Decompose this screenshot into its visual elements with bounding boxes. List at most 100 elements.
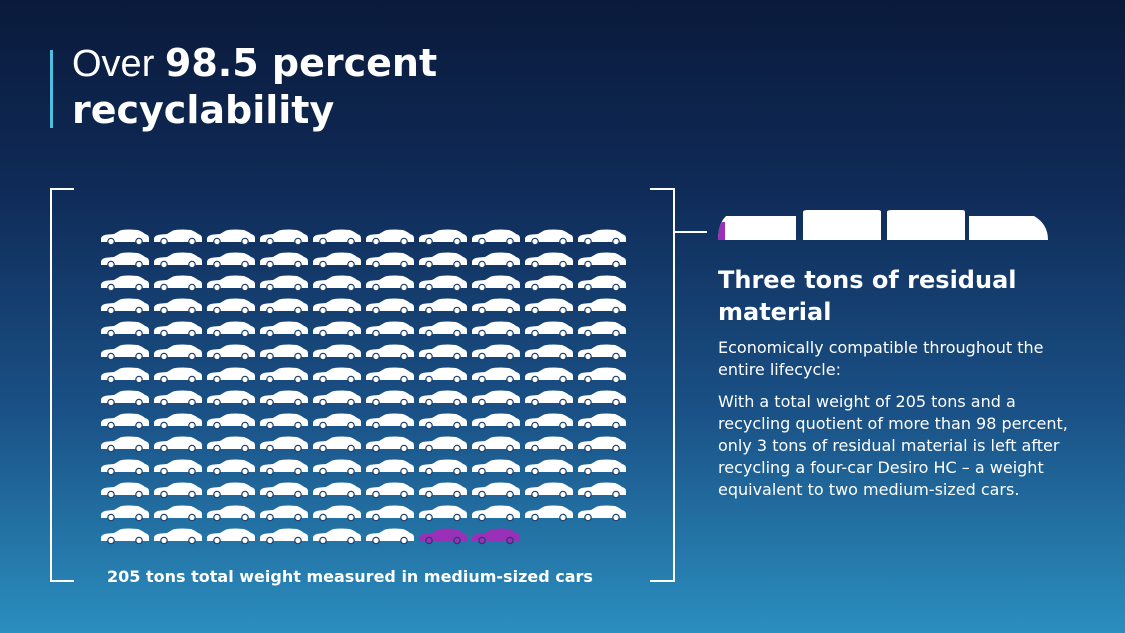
car-icon [207,482,255,499]
car-icon [101,321,149,338]
car-icon [578,252,626,269]
car-icon [260,321,308,338]
car-icon [419,367,467,384]
car-icon [101,298,149,315]
car-icon [525,298,573,315]
car-icon [472,436,520,453]
car-icon [313,482,361,499]
car-icon [578,321,626,338]
right-bracket-side [673,188,675,582]
car-icon [419,344,467,361]
car-icon [472,367,520,384]
info-paragraph-1: Economically compatible throughout the e… [718,338,1044,379]
car-icon [313,252,361,269]
car-icon [366,413,414,430]
right-bracket-bottom [650,580,674,582]
car-icon [101,505,149,522]
car-icon [207,528,255,545]
car-icon [260,344,308,361]
car-icon [525,229,573,246]
title-prefix: Over [72,43,165,85]
car-icon [260,413,308,430]
left-bracket-side [50,188,52,582]
car-icon [101,275,149,292]
car-icon [101,229,149,246]
car-icon [366,229,414,246]
train-car-rear [969,216,1048,240]
car-icon [207,459,255,476]
car-icon [260,252,308,269]
car-icon [419,459,467,476]
car-icon [207,321,255,338]
car-icon [366,459,414,476]
car-icon [101,459,149,476]
car-icon [578,390,626,407]
car-icon [366,367,414,384]
car-icon [207,344,255,361]
car-icon [154,390,202,407]
car-icon [525,321,573,338]
car-icon [472,505,520,522]
car-icon [260,528,308,545]
car-icon [366,321,414,338]
residual-car-icon [472,528,520,545]
car-icon [207,298,255,315]
car-icon [419,413,467,430]
bracket-connector-line [675,231,707,233]
car-icon [366,505,414,522]
car-icon [419,229,467,246]
car-icon [525,436,573,453]
car-icon [313,505,361,522]
car-icon [419,505,467,522]
car-icon [260,459,308,476]
car-icon [260,229,308,246]
car-icon [260,390,308,407]
car-icon [101,390,149,407]
car-icon [260,482,308,499]
title-highlight: 98.5 percent [164,41,438,85]
car-icon [154,528,202,545]
car-icon [578,436,626,453]
car-icon [472,275,520,292]
car-icon [207,229,255,246]
car-icon [260,436,308,453]
car-icon [472,252,520,269]
car-icon [313,367,361,384]
car-icon [101,482,149,499]
car-icon [101,528,149,545]
car-icon [472,298,520,315]
car-icon [525,344,573,361]
car-icon [578,459,626,476]
car-icon [313,298,361,315]
car-icon [578,275,626,292]
car-icon [419,390,467,407]
car-icon [154,413,202,430]
car-icon [419,321,467,338]
car-icon [419,482,467,499]
car-icon [472,321,520,338]
car-icon [366,482,414,499]
car-icon [101,436,149,453]
train-car-middle-2 [887,210,965,240]
car-icon [472,459,520,476]
car-icon [207,436,255,453]
car-icon [578,367,626,384]
car-icon [207,390,255,407]
car-icon [154,298,202,315]
train-residual-marker [718,222,725,240]
car-icon [366,344,414,361]
car-icon [472,413,520,430]
car-icon [525,482,573,499]
car-icon [578,229,626,246]
car-icon [525,505,573,522]
car-icon [154,482,202,499]
car-icon [207,275,255,292]
car-icon [154,252,202,269]
car-icon [313,229,361,246]
car-grid [101,229,626,545]
car-icon [154,367,202,384]
car-icon [366,436,414,453]
car-icon [260,367,308,384]
car-icon [207,367,255,384]
car-icon [313,528,361,545]
